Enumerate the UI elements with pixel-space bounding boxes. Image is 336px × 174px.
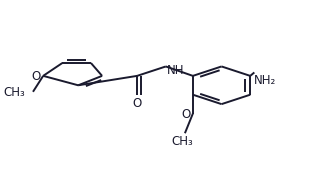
Text: O: O: [31, 70, 40, 83]
Text: O: O: [181, 108, 191, 121]
Text: CH₃: CH₃: [171, 135, 193, 148]
Text: O: O: [132, 97, 142, 110]
Text: CH₃: CH₃: [3, 86, 25, 99]
Text: NH₂: NH₂: [254, 74, 277, 87]
Text: NH: NH: [166, 64, 184, 77]
